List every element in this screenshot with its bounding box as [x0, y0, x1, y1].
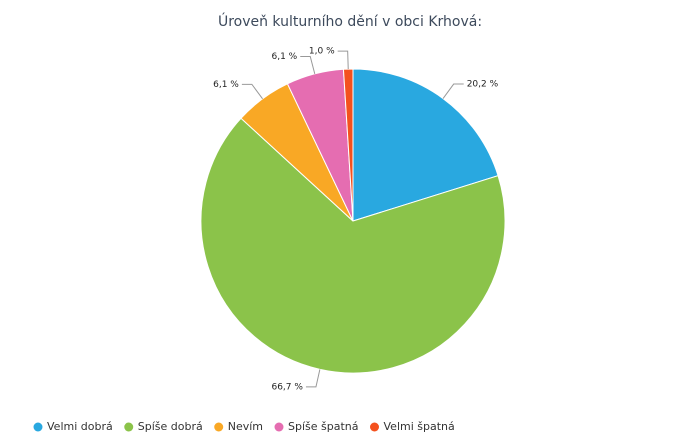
legend-label: Velmi dobrá — [47, 420, 113, 433]
legend-marker — [274, 422, 284, 432]
data-label: 6,1 % — [213, 80, 239, 90]
leader-line — [305, 369, 321, 388]
data-label: 6,1 % — [272, 52, 298, 62]
legend-marker — [214, 422, 224, 432]
data-label: 20,2 % — [467, 80, 499, 90]
legend-label: Spíše dobrá — [138, 420, 203, 433]
leader-line — [300, 55, 316, 75]
leader-line — [241, 83, 263, 100]
legend-marker — [33, 422, 43, 432]
data-label: 1,0 % — [309, 47, 335, 57]
legend-label: Velmi špatná — [384, 420, 455, 433]
legend-marker — [370, 422, 379, 432]
leader-line — [337, 50, 349, 70]
leader-line — [442, 83, 464, 99]
legend-marker — [124, 422, 134, 432]
pie-slice — [352, 68, 499, 222]
legend-label: Spíše špatná — [288, 420, 359, 433]
legend-label: Nevím — [228, 420, 263, 433]
chart-title: Úroveň kulturního dění v obci Krhová: — [218, 12, 482, 30]
data-label: 66,7 % — [271, 382, 303, 392]
